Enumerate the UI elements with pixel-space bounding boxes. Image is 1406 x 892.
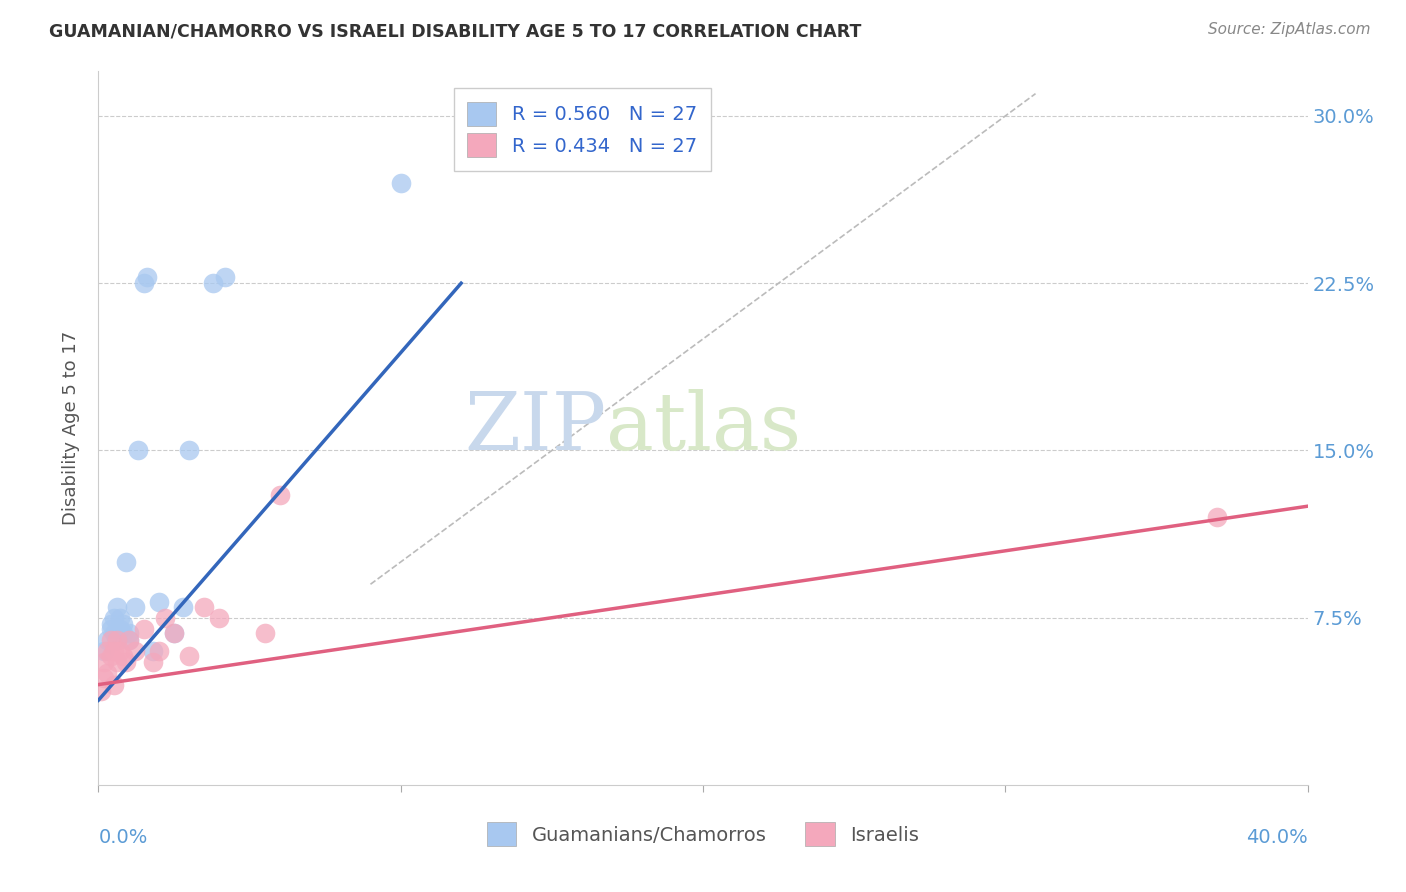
Point <box>96 633 118 648</box>
Point <box>105 599 128 614</box>
Point <box>269 488 291 502</box>
Point <box>90 684 112 698</box>
Point <box>148 644 170 658</box>
Point <box>132 277 155 291</box>
Point <box>93 671 115 685</box>
Point <box>103 678 125 692</box>
Point <box>148 595 170 609</box>
Point <box>103 626 125 640</box>
Point <box>118 626 141 640</box>
Point <box>124 644 146 658</box>
Point <box>114 655 136 669</box>
Point <box>179 648 201 663</box>
Point <box>132 622 155 636</box>
Point <box>100 648 122 663</box>
Point <box>193 599 215 614</box>
Point <box>153 611 176 625</box>
Point <box>100 622 122 636</box>
Point <box>135 269 157 284</box>
Text: ZIP: ZIP <box>464 389 606 467</box>
Point <box>108 644 131 658</box>
Point <box>105 655 128 669</box>
Point <box>103 644 125 658</box>
Point <box>111 617 134 632</box>
Point <box>108 622 131 636</box>
Text: 0.0%: 0.0% <box>98 828 148 847</box>
Point <box>103 611 125 625</box>
Point <box>214 269 236 284</box>
Point <box>124 599 146 614</box>
Point <box>118 633 141 648</box>
Point <box>93 644 115 658</box>
Point <box>111 626 134 640</box>
Point <box>96 644 118 658</box>
Y-axis label: Disability Age 5 to 17: Disability Age 5 to 17 <box>62 331 80 525</box>
Point <box>163 626 186 640</box>
Point <box>111 648 134 663</box>
Point <box>105 633 128 648</box>
Point <box>114 555 136 569</box>
Point <box>253 626 276 640</box>
Legend: Guamanians/Chamorros, Israelis: Guamanians/Chamorros, Israelis <box>479 814 927 854</box>
Point <box>172 599 194 614</box>
Point <box>179 443 201 458</box>
Point <box>142 655 165 669</box>
Point <box>100 617 122 632</box>
Text: GUAMANIAN/CHAMORRO VS ISRAELI DISABILITY AGE 5 TO 17 CORRELATION CHART: GUAMANIAN/CHAMORRO VS ISRAELI DISABILITY… <box>49 22 862 40</box>
Point <box>118 633 141 648</box>
Point <box>105 633 128 648</box>
Point <box>208 611 231 625</box>
Text: atlas: atlas <box>606 389 801 467</box>
Point <box>127 443 149 458</box>
Point <box>389 176 412 190</box>
Point <box>93 655 115 669</box>
Text: Source: ZipAtlas.com: Source: ZipAtlas.com <box>1208 22 1371 37</box>
Point <box>108 611 131 625</box>
Text: 40.0%: 40.0% <box>1246 828 1308 847</box>
Point <box>96 666 118 681</box>
Point <box>202 277 225 291</box>
Point <box>100 633 122 648</box>
Point <box>142 644 165 658</box>
Point <box>163 626 186 640</box>
Point <box>1206 510 1229 524</box>
